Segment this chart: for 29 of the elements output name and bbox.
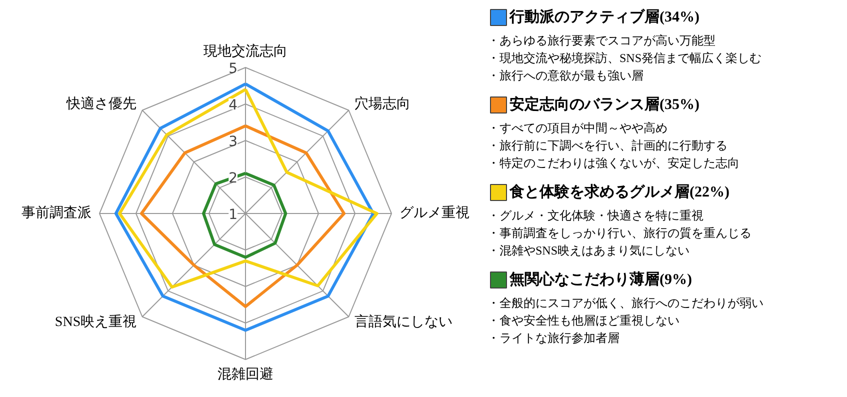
spoke-label: 現地交流志向 [204,44,288,60]
text: ・あらゆる旅行要素でスコアが高い万能型 [488,34,716,48]
spoke-label: 混雑回避 [218,366,274,382]
text: ・ライトな旅行参加者層 [488,331,620,345]
legend-label: 安定志向のバランス層(35%) [510,95,700,113]
text: ・混雑やSNS映えはあまり気にしない [488,244,690,258]
legend-label: 無関心なこだわり薄層(9%) [508,270,692,288]
legend-label: 行動派のアクティブ層(34%) [508,8,700,26]
spoke-label: SNS映え重視 [54,314,137,330]
text: ・全般的にスコアが低く、旅行へのこだわりが弱い [488,296,764,310]
y-tick-label: 2 [228,170,238,186]
spoke-label: 言語気にしない [354,314,452,330]
y-tick-label: 1 [228,207,238,223]
text: ・グルメ・文化体験・快適さを特に重視 [488,208,704,222]
text: ・事前調査をしっかり行い、旅行の質を重んじる [488,226,752,240]
text: ・すべての項目が中間～やや高め [488,121,668,135]
y-tick-label: 5 [228,61,238,77]
spoke-label: 快適さ優先 [66,96,137,112]
y-tick-label: 3 [228,134,238,150]
spoke-label: 事前調査派 [22,205,92,221]
spoke-label: グルメ重視 [400,205,470,221]
text: ・旅行への意欲が最も強い層 [488,68,644,82]
text: ・特定のこだわりは強くないが、安定した志向 [488,156,740,170]
legend-label: 食と体験を求めるグルメ層(22%) [508,184,730,200]
text: ・旅行前に下調べを行い、計画的に行動する [488,138,728,152]
spoke-label: 穴場志向 [354,96,410,112]
text: ・現地交流や秘境探訪、SNS発信まで幅広く楽しむ [488,51,762,65]
text: ・食や安全性も他層ほど重視しない [488,314,680,328]
y-tick-label: 4 [228,98,238,114]
